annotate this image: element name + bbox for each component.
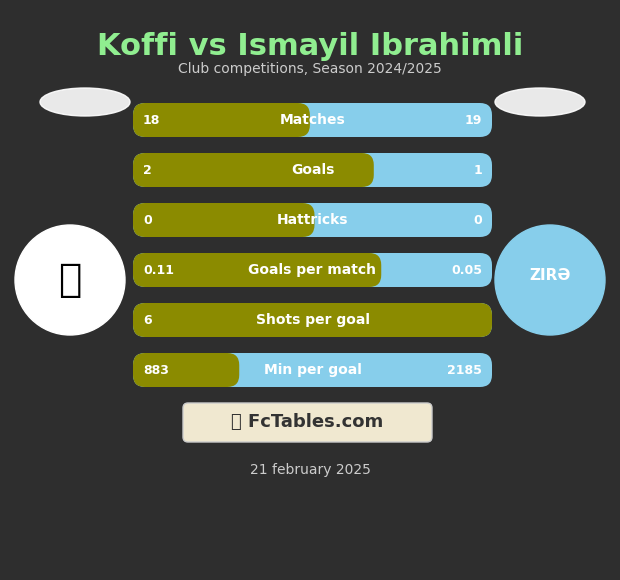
Text: 0.11: 0.11 <box>143 263 174 277</box>
Text: Goals: Goals <box>291 163 334 177</box>
Text: 1: 1 <box>473 164 482 176</box>
Text: 6: 6 <box>143 314 152 327</box>
FancyBboxPatch shape <box>133 303 492 337</box>
Text: Shots per goal: Shots per goal <box>255 313 370 327</box>
FancyBboxPatch shape <box>133 203 314 237</box>
FancyBboxPatch shape <box>133 153 374 187</box>
Text: 19: 19 <box>464 114 482 126</box>
FancyBboxPatch shape <box>133 253 492 287</box>
Text: 0: 0 <box>473 213 482 227</box>
Text: 0: 0 <box>143 213 152 227</box>
Text: 883: 883 <box>143 364 169 376</box>
Text: 2185: 2185 <box>447 364 482 376</box>
Text: Matches: Matches <box>280 113 345 127</box>
Text: ZIRƏ: ZIRƏ <box>529 267 570 282</box>
Text: Goals per match: Goals per match <box>249 263 376 277</box>
Ellipse shape <box>495 88 585 116</box>
Text: Koffi vs Ismayil Ibrahimli: Koffi vs Ismayil Ibrahimli <box>97 32 523 61</box>
FancyBboxPatch shape <box>183 403 432 442</box>
FancyBboxPatch shape <box>133 353 239 387</box>
Text: Club competitions, Season 2024/2025: Club competitions, Season 2024/2025 <box>178 62 442 76</box>
Text: 📈 FcTables.com: 📈 FcTables.com <box>231 414 384 432</box>
FancyBboxPatch shape <box>133 303 492 337</box>
Text: Hattricks: Hattricks <box>277 213 348 227</box>
Text: 21 february 2025: 21 february 2025 <box>250 463 370 477</box>
FancyBboxPatch shape <box>133 253 381 287</box>
FancyBboxPatch shape <box>133 203 492 237</box>
Text: 2: 2 <box>143 164 152 176</box>
FancyBboxPatch shape <box>133 103 310 137</box>
Ellipse shape <box>40 88 130 116</box>
Ellipse shape <box>15 225 125 335</box>
Text: ⛽: ⛽ <box>58 261 82 299</box>
FancyBboxPatch shape <box>133 153 492 187</box>
FancyBboxPatch shape <box>133 353 492 387</box>
FancyBboxPatch shape <box>133 103 492 137</box>
Text: 18: 18 <box>143 114 161 126</box>
Text: Min per goal: Min per goal <box>264 363 361 377</box>
Text: 0.05: 0.05 <box>451 263 482 277</box>
Ellipse shape <box>495 225 605 335</box>
